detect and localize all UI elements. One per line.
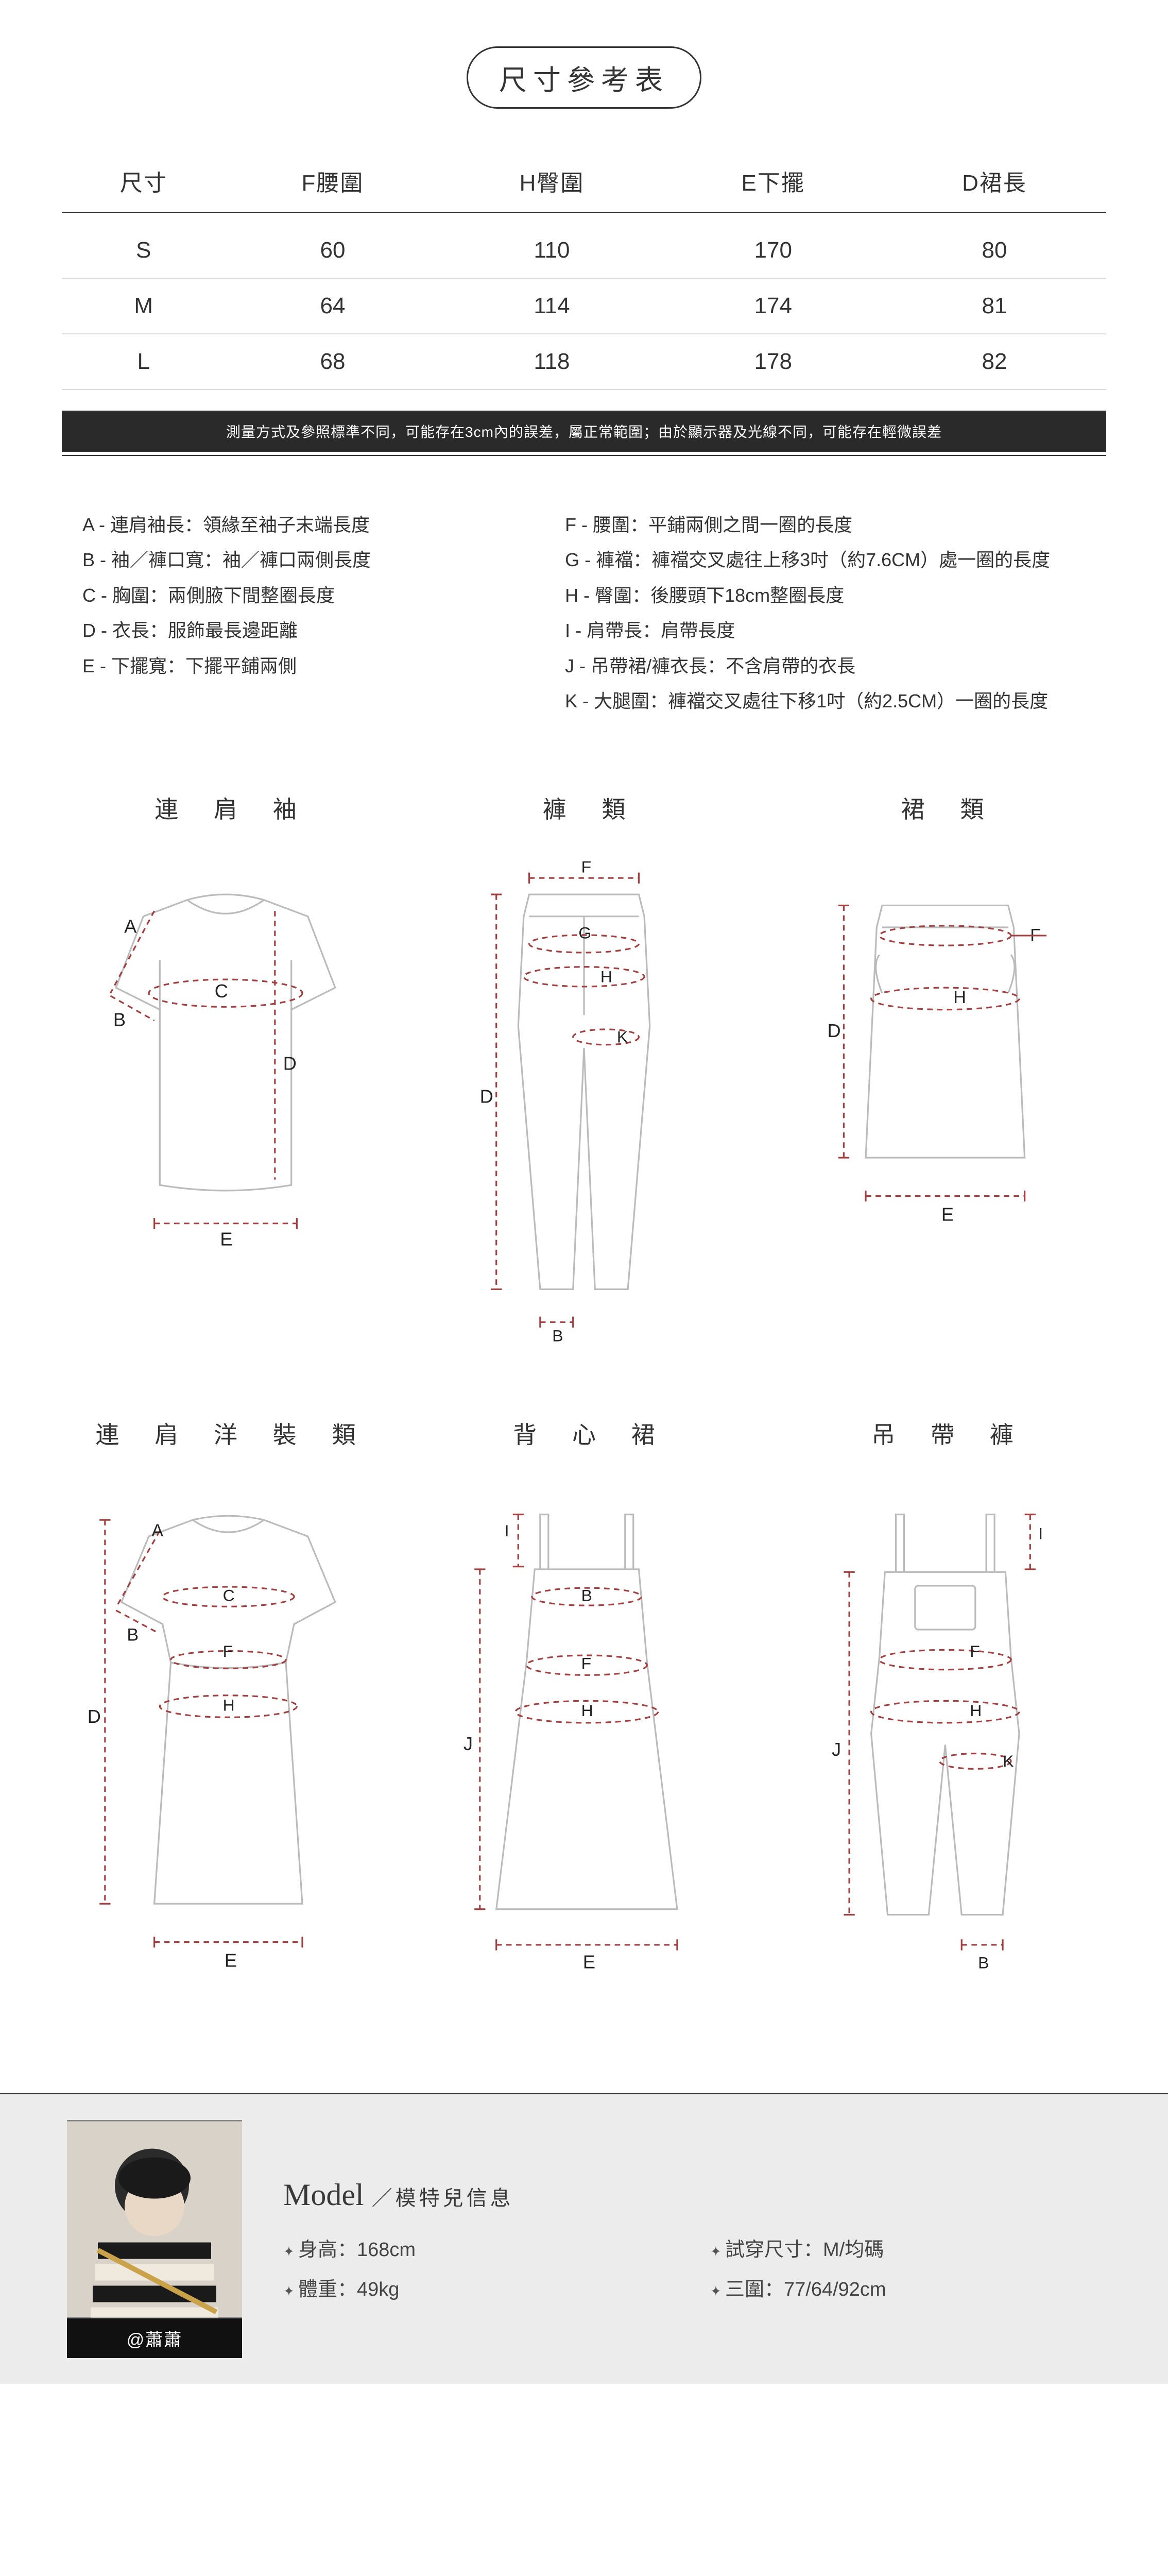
svg-text:B: B	[113, 1009, 126, 1030]
svg-text:H: H	[581, 1701, 593, 1720]
legend-row: F - 腰圍：平鋪兩側之間一圈的長度	[565, 507, 1086, 543]
divider	[62, 455, 1106, 456]
svg-text:J: J	[832, 1739, 841, 1760]
svg-text:H: H	[600, 968, 612, 986]
page-title: 尺寸參考表	[62, 46, 1106, 109]
model-subtitle: ／模特兒信息	[372, 2187, 514, 2210]
svg-text:F: F	[223, 1642, 233, 1660]
svg-text:E: E	[583, 1952, 595, 1970]
diagram-title: 吊 帶 褲	[857, 1416, 1028, 1450]
diagram-grid: 連 肩 袖 A B C D E 褲 類	[62, 791, 1106, 1970]
table-row: S 60 110 170 80	[62, 212, 1106, 278]
dress-icon: A B C F H D E	[72, 1476, 379, 1970]
model-photo: @蕭蕭	[67, 2120, 242, 2358]
stat-weight: 體重：49kg	[283, 2273, 679, 2301]
svg-text:A: A	[151, 1521, 163, 1540]
tshirt-icon: A B C D E	[72, 851, 379, 1245]
svg-text:D: D	[480, 1086, 493, 1107]
svg-text:B: B	[581, 1586, 592, 1605]
svg-text:I: I	[505, 1521, 509, 1540]
svg-text:K: K	[1003, 1752, 1014, 1770]
pants-icon: F G H K D B	[431, 851, 737, 1344]
diagram-title: 連 肩 洋 裝 類	[81, 1416, 370, 1450]
svg-text:E: E	[225, 1950, 237, 1970]
diagram-title: 褲 類	[528, 791, 640, 825]
diagram-title: 背 心 裙	[499, 1416, 669, 1450]
svg-text:E: E	[220, 1229, 232, 1246]
camisole-icon: I B F H J E	[431, 1476, 737, 1970]
svg-text:E: E	[941, 1204, 954, 1225]
svg-text:H: H	[953, 988, 966, 1007]
th-length: D裙長	[883, 150, 1106, 212]
svg-text:B: B	[127, 1625, 139, 1645]
svg-text:C: C	[223, 1586, 235, 1605]
model-heading: Model ／模特兒信息	[283, 2177, 1106, 2213]
measurement-legend: A - 連肩袖長：領緣至袖子末端長度 B - 袖／褲口寬：袖／褲口兩側長度 C …	[62, 507, 1106, 719]
svg-text:F: F	[970, 1642, 980, 1660]
legend-row: A - 連肩袖長：領緣至袖子末端長度	[82, 507, 524, 543]
svg-text:K: K	[617, 1028, 628, 1046]
th-hip: H臀圍	[440, 150, 663, 212]
stat-height: 身高：168cm	[283, 2233, 679, 2262]
legend-row: I - 肩帶長：肩帶長度	[565, 613, 1086, 648]
th-hem: E下擺	[663, 150, 883, 212]
th-size: 尺寸	[62, 150, 225, 212]
svg-text:B: B	[978, 1954, 989, 1970]
model-title: Model	[283, 2178, 364, 2212]
legend-row: B - 袖／褲口寬：袖／褲口兩側長度	[82, 543, 524, 578]
diagram-title: 裙 類	[887, 791, 999, 825]
th-waist: F腰圍	[225, 150, 440, 212]
svg-text:D: D	[283, 1053, 297, 1074]
model-info-card: @蕭蕭 Model ／模特兒信息 身高：168cm 試穿尺寸：M/均碼 體重：4…	[0, 2093, 1168, 2384]
skirt-icon: F H D E	[789, 851, 1096, 1245]
legend-row: D - 衣長：服飾最長邊距離	[82, 613, 524, 648]
stat-measurements: 三圍：77/64/92cm	[710, 2273, 1106, 2301]
svg-text:C: C	[215, 981, 228, 1002]
legend-row: J - 吊帶裙/褲衣長：不含肩帶的衣長	[565, 649, 1086, 684]
model-stats: 身高：168cm 試穿尺寸：M/均碼 體重：49kg 三圍：77/64/92cm	[283, 2233, 1106, 2301]
svg-text:D: D	[828, 1020, 841, 1041]
svg-text:F: F	[581, 1654, 591, 1673]
svg-text:D: D	[88, 1706, 101, 1727]
diagram-title: 連 肩 袖	[140, 791, 311, 825]
diagram-skirt: 裙 類 F H D E	[789, 791, 1096, 1344]
avatar-icon	[67, 2120, 242, 2318]
legend-row: H - 臀圍：後腰頭下18cm整圈長度	[565, 578, 1086, 613]
stat-try-size: 試穿尺寸：M/均碼	[710, 2233, 1106, 2262]
svg-text:H: H	[223, 1696, 235, 1715]
svg-text:H: H	[970, 1701, 982, 1720]
legend-row: G - 褲襠：褲襠交叉處往上移3吋（約7.6CM）處一圈的長度	[565, 543, 1086, 578]
svg-text:A: A	[124, 916, 137, 937]
svg-text:B: B	[552, 1327, 563, 1344]
model-handle: @蕭蕭	[67, 2318, 242, 2358]
legend-row: K - 大腿圍：褲襠交叉處往下移1吋（約2.5CM）一圈的長度	[565, 684, 1086, 719]
overalls-icon: I F H K J B	[789, 1476, 1096, 1970]
table-row: M 64 114 174 81	[62, 278, 1106, 334]
size-table: 尺寸 F腰圍 H臀圍 E下擺 D裙長 S 60 110 170 80 M 64 …	[62, 150, 1106, 390]
diagram-dress: 連 肩 洋 裝 類 A B C F H D E	[72, 1416, 379, 1970]
table-row: L 68 118 178 82	[62, 334, 1106, 389]
diagram-overalls: 吊 帶 褲 I F H K J B	[789, 1416, 1096, 1970]
svg-text:I: I	[1038, 1524, 1043, 1543]
legend-row: E - 下擺寬：下擺平鋪兩側	[82, 649, 524, 684]
svg-text:F: F	[581, 858, 591, 876]
diagram-tshirt: 連 肩 袖 A B C D E	[72, 791, 379, 1344]
svg-text:G: G	[578, 924, 591, 942]
title-text: 尺寸參考表	[467, 46, 701, 109]
diagram-camisole-dress: 背 心 裙 I B F H J E	[431, 1416, 737, 1970]
svg-text:J: J	[463, 1733, 473, 1754]
measurement-note: 測量方式及參照標準不同，可能存在3cm內的誤差，屬正常範圍；由於顯示器及光線不同…	[62, 411, 1106, 452]
legend-row: C - 胸圍：兩側腋下間整圈長度	[82, 578, 524, 613]
diagram-pants: 褲 類 F G H K D B	[431, 791, 737, 1344]
